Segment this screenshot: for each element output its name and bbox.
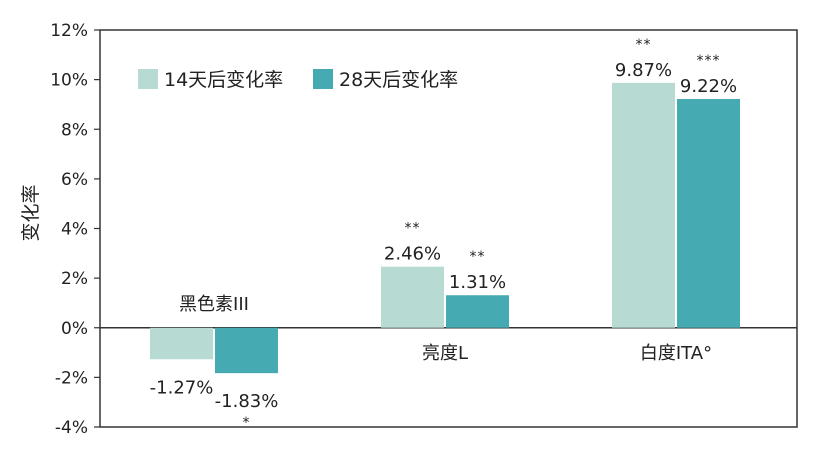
y-tick-label: -2%	[55, 368, 88, 388]
bar	[677, 98, 740, 328]
y-axis-label: 变化率	[20, 184, 42, 241]
significance-marker: **	[636, 37, 652, 53]
bar	[446, 295, 509, 328]
y-tick-label: 0%	[61, 319, 88, 339]
legend-swatch	[313, 69, 333, 89]
bars	[150, 82, 740, 374]
data-label: -1.27%	[150, 377, 214, 398]
legend-swatch	[138, 69, 158, 89]
legend-label: 14天后变化率	[164, 69, 283, 91]
data-label: 2.46%	[384, 244, 441, 265]
y-axis-title: 变化率	[20, 184, 42, 241]
data-label: 9.87%	[615, 60, 672, 81]
bar	[381, 266, 444, 328]
bar	[612, 82, 675, 328]
watermark-text: 头条 @萱嘉Shinesky	[638, 437, 804, 457]
bar	[150, 327, 213, 360]
data-label: -1.83%	[215, 391, 279, 412]
category-label: 黑色素III	[179, 294, 249, 315]
significance-marker: ***	[697, 53, 721, 69]
legend: 14天后变化率 28天后变化率	[138, 69, 458, 91]
y-tick-label: 2%	[61, 269, 88, 289]
bar	[215, 327, 278, 374]
significance-marker: **	[470, 249, 486, 265]
y-tick-label: 10%	[50, 71, 88, 91]
y-tick-label: 4%	[61, 220, 88, 240]
y-tick-label: 12%	[50, 21, 88, 41]
legend-label: 28天后变化率	[339, 69, 458, 91]
data-label: 9.22%	[680, 76, 737, 97]
category-label: 亮度L	[422, 343, 468, 364]
category-label: 白度ITA°	[640, 343, 712, 364]
significance-marker: **	[405, 221, 421, 237]
labels: -1.27% 2.46% ** 9.87% ** -1.83% * 1.31% ** 9.22% *…	[150, 37, 737, 431]
significance-marker: *	[243, 415, 251, 431]
y-tick-label: -4%	[55, 418, 88, 438]
y-tick-label: 8%	[61, 120, 88, 140]
data-label: 1.31%	[449, 272, 506, 293]
y-tick-label: 6%	[61, 170, 88, 190]
watermark: 头条 @萱嘉Shinesky	[638, 437, 804, 457]
